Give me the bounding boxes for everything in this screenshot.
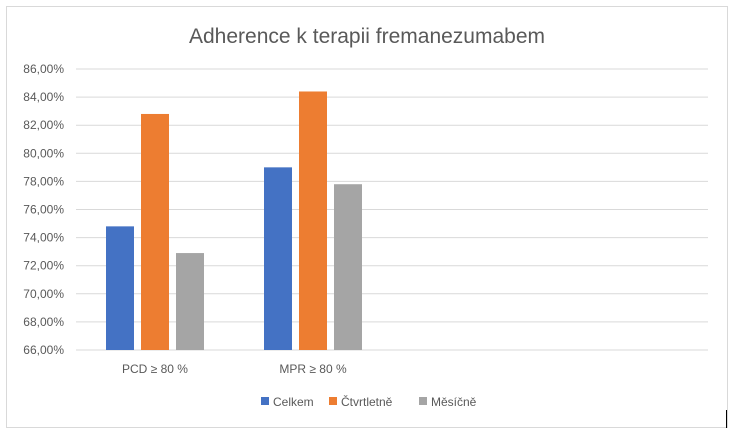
legend-swatch <box>261 397 269 405</box>
legend-swatch <box>419 397 427 405</box>
legend-label: Celkem <box>273 395 314 409</box>
text-cursor <box>726 410 727 428</box>
legend: Celkem Čtvrtletně Měsíčně <box>261 394 477 409</box>
bar <box>264 167 292 350</box>
chart-title: Adherence k terapii fremanezumabem <box>189 25 545 48</box>
y-tick-label: 82,00% <box>23 118 64 132</box>
y-tick-label: 78,00% <box>23 174 64 188</box>
legend-label: Čtvrtletně <box>341 394 393 409</box>
y-tick-label: 80,00% <box>23 146 64 160</box>
legend-label: Měsíčně <box>431 395 477 409</box>
y-tick-label: 86,00% <box>23 62 64 76</box>
y-axis-tick-labels: 66,00% 68,00% 70,00% 72,00% 74,00% 76,00% 78,0… <box>23 62 64 357</box>
chart-frame <box>6 6 728 428</box>
y-tick-label: 72,00% <box>23 259 64 273</box>
y-tick-label: 68,00% <box>23 315 64 329</box>
y-tick-label: 70,00% <box>23 287 64 301</box>
y-tick-label: 76,00% <box>23 203 64 217</box>
bar <box>334 184 362 350</box>
bars <box>106 91 362 351</box>
bar <box>141 113 169 351</box>
legend-swatch <box>329 397 337 405</box>
x-tick-label: MPR ≥ 80 % <box>279 362 347 376</box>
bar <box>106 226 134 350</box>
y-tick-label: 84,00% <box>23 90 64 104</box>
gridlines <box>76 68 708 351</box>
x-tick-label: PCD ≥ 80 % <box>122 362 188 376</box>
y-tick-label: 66,00% <box>23 343 64 357</box>
bar <box>299 91 327 350</box>
bar <box>176 253 204 350</box>
x-axis-tick-labels: PCD ≥ 80 % MPR ≥ 80 % <box>122 362 347 376</box>
y-tick-label: 74,00% <box>23 231 64 245</box>
